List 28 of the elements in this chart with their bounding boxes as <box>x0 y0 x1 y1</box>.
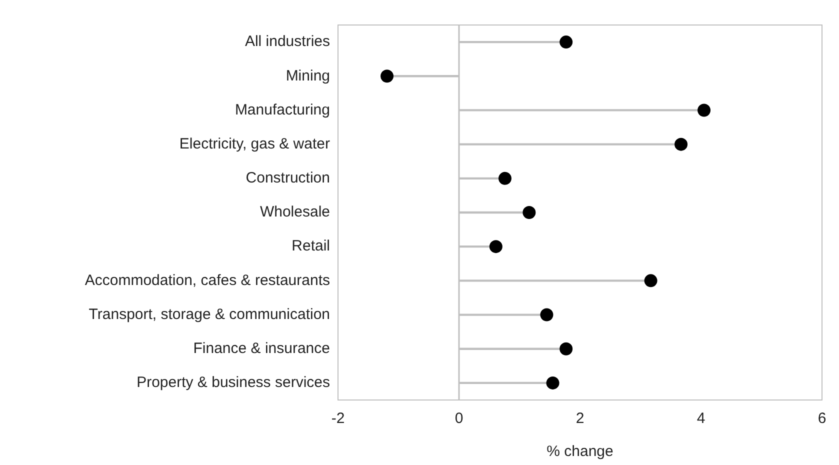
point <box>644 274 658 288</box>
y-tick-label: Wholesale <box>260 204 330 221</box>
point <box>498 172 512 185</box>
y-tick-label: Finance & insurance <box>193 340 330 358</box>
point <box>560 36 573 49</box>
y-tick-label: Mining <box>286 67 330 84</box>
y-tick-label: Construction <box>246 170 330 187</box>
point <box>674 138 688 151</box>
x-tick-label: -2 <box>331 410 345 428</box>
x-tick-label: 2 <box>576 410 584 428</box>
x-axis-title: % change <box>546 443 614 460</box>
y-tick-label: All industries <box>244 33 330 50</box>
point <box>522 206 536 219</box>
y-tick-label: Property & business services <box>136 374 330 392</box>
point <box>560 342 573 356</box>
y-tick-label: Transport, storage & communication <box>88 306 330 323</box>
point <box>380 70 394 83</box>
point <box>546 376 560 390</box>
point <box>540 308 554 322</box>
point <box>489 240 502 254</box>
x-tick-label: 0 <box>454 410 464 428</box>
y-tick-label: Manufacturing <box>234 101 330 118</box>
y-tick-label: Electricity, gas & water <box>179 135 330 152</box>
point <box>698 104 711 117</box>
x-tick-label: 4 <box>696 410 706 428</box>
x-tick-label: 6 <box>818 410 826 428</box>
y-tick-label: Retail <box>292 238 330 255</box>
y-tick-label: Accommodation, cafes & restaurants <box>84 272 330 289</box>
